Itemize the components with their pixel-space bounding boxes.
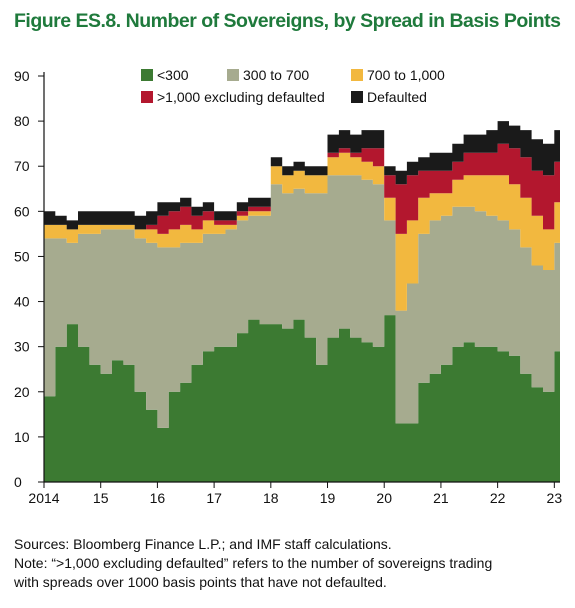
y-axis-ticks: 0 10 20 30 40 50 60 70 80 90 xyxy=(14,68,44,490)
legend-label-1: 300 to 700 xyxy=(243,67,309,83)
y-tick-label-2: 20 xyxy=(14,384,30,400)
axes xyxy=(43,72,560,483)
x-tick-label-3: 17 xyxy=(206,490,222,506)
x-tick-label-0: 2014 xyxy=(28,490,59,506)
area-series-4 xyxy=(44,121,560,230)
stacked-area-chart: 0 10 20 30 40 50 60 70 80 90 2014 15 16 17 18 19 20 21 22… xyxy=(14,67,562,506)
y-tick-label-8: 80 xyxy=(14,113,30,129)
y-tick-label-1: 10 xyxy=(14,429,30,445)
area-series-3 xyxy=(44,143,560,234)
area-series-0 xyxy=(44,315,560,482)
chart-title: Figure ES.8. Number of Sovereigns, by Sp… xyxy=(14,10,561,32)
x-tick-label-1: 15 xyxy=(93,490,109,506)
note-line-2: with spreads over 1000 basis points that… xyxy=(14,574,387,590)
area-series-2 xyxy=(44,152,560,311)
sources-note: Sources: Bloomberg Finance L.P.; and IMF… xyxy=(14,536,392,552)
legend-swatch-1 xyxy=(227,69,239,81)
legend: <300 300 to 700 700 to 1,000 >1,000 excludi… xyxy=(141,67,445,105)
x-tick-label-6: 20 xyxy=(376,490,392,506)
x-tick-label-9: 23 xyxy=(547,490,563,506)
x-axis-ticks: 2014 15 16 17 18 19 20 21 22 23 xyxy=(28,482,562,506)
y-tick-label-0: 0 xyxy=(14,474,22,490)
legend-swatch-3 xyxy=(141,91,153,103)
legend-label-2: 700 to 1,000 xyxy=(367,67,445,83)
y-tick-label-6: 60 xyxy=(14,203,30,219)
y-tick-label-5: 50 xyxy=(14,248,30,264)
x-tick-label-8: 22 xyxy=(490,490,506,506)
x-tick-label-4: 18 xyxy=(263,490,279,506)
legend-label-4: Defaulted xyxy=(367,89,427,105)
y-tick-label-9: 90 xyxy=(14,68,30,84)
legend-swatch-0 xyxy=(141,69,153,81)
legend-swatch-2 xyxy=(351,69,363,81)
plot-areas xyxy=(44,121,560,482)
x-tick-label-5: 19 xyxy=(320,490,336,506)
legend-label-0: <300 xyxy=(157,67,189,83)
footnotes: Sources: Bloomberg Finance L.P.; and IMF… xyxy=(14,535,569,592)
note-line-1: Note: “>1,000 excluding defaulted” refer… xyxy=(14,555,493,571)
y-tick-label-7: 70 xyxy=(14,158,30,174)
x-tick-label-2: 16 xyxy=(150,490,166,506)
area-series-1 xyxy=(44,175,560,428)
legend-label-3: >1,000 excluding defaulted xyxy=(157,89,325,105)
x-tick-label-7: 21 xyxy=(433,490,449,506)
legend-swatch-4 xyxy=(351,91,363,103)
y-tick-label-4: 40 xyxy=(14,294,30,310)
y-tick-label-3: 30 xyxy=(14,339,30,355)
